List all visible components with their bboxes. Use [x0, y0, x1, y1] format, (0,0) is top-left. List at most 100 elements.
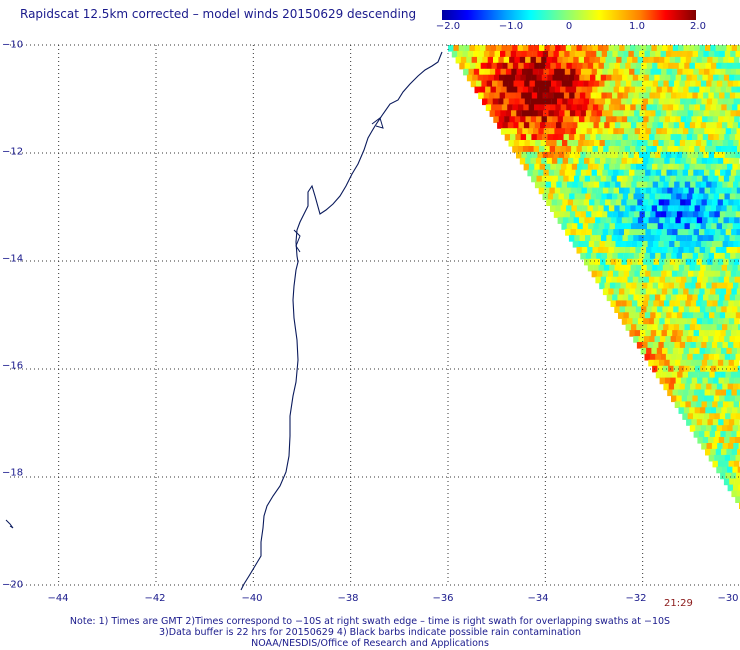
wind-diff-cell — [580, 110, 587, 117]
wind-diff-cell — [708, 151, 715, 159]
wind-diff-cell — [672, 146, 679, 153]
wind-diff-cell — [641, 62, 647, 70]
wind-diff-cell — [629, 68, 635, 76]
wind-diff-cell — [518, 80, 525, 88]
wind-diff-cell — [644, 353, 651, 361]
wind-diff-cell — [630, 306, 636, 313]
wind-diff-cell — [723, 175, 730, 183]
wind-diff-cell — [534, 62, 540, 70]
wind-diff-cell — [453, 45, 459, 52]
wind-diff-cell — [652, 80, 659, 88]
wind-diff-cell — [558, 134, 564, 141]
wind-diff-cell — [554, 86, 561, 94]
wind-diff-cell — [632, 318, 639, 325]
wind-diff-cell — [582, 104, 588, 111]
wind-diff-cell — [720, 288, 727, 296]
wind-diff-cell — [674, 282, 680, 290]
wind-diff-cell — [528, 104, 535, 111]
swath-time: 21:29 — [664, 598, 693, 609]
wind-diff-cell — [671, 92, 677, 100]
wind-diff-cell — [669, 300, 675, 307]
wind-diff-cell — [533, 128, 539, 135]
wind-diff-cell — [622, 294, 629, 302]
wind-diff-cell — [611, 175, 617, 183]
wind-diff-cell — [705, 448, 711, 456]
wind-diff-cell — [572, 140, 579, 147]
wind-diff-cell — [694, 104, 701, 111]
wind-diff-cell — [645, 169, 651, 177]
wind-diff-cell — [653, 98, 659, 106]
wind-diff-cell — [626, 157, 633, 165]
wind-diff-cell — [686, 377, 692, 385]
wind-diff-cell — [682, 270, 689, 278]
wind-diff-cell — [715, 45, 722, 52]
wind-diff-cell — [727, 484, 734, 492]
wind-diff-cell — [598, 264, 605, 272]
wind-diff-cell — [647, 282, 653, 290]
wind-diff-cell — [683, 205, 690, 212]
wind-diff-cell — [671, 68, 678, 76]
wind-diff-cell — [706, 342, 713, 349]
wind-diff-cell — [643, 276, 650, 284]
wind-diff-cell — [659, 359, 665, 367]
wind-diff-cell — [621, 157, 628, 165]
wind-diff-cell — [546, 199, 552, 206]
wind-diff-cell — [629, 330, 635, 337]
wind-diff-cell — [734, 217, 740, 224]
wind-diff-cell — [692, 235, 698, 242]
wind-diff-cell — [478, 50, 485, 58]
wind-diff-cell — [707, 74, 714, 82]
wind-diff-cell — [561, 163, 567, 171]
wind-diff-cell — [675, 258, 681, 266]
wind-diff-cell — [509, 56, 515, 64]
wind-diff-cell — [726, 205, 733, 212]
coastline — [240, 51, 443, 591]
wind-diff-cell — [606, 175, 612, 183]
wind-diff-cell — [733, 258, 740, 266]
wind-diff-cell — [531, 92, 538, 100]
wind-diff-cell — [712, 56, 719, 64]
wind-diff-cell — [504, 116, 510, 123]
wind-diff-cell — [737, 448, 740, 456]
wind-diff-cell — [722, 140, 729, 147]
wind-diff-cell — [591, 68, 598, 76]
wind-diff-cell — [641, 122, 648, 129]
wind-diff-cell — [594, 258, 601, 266]
wind-diff-cell — [649, 92, 656, 100]
wind-diff-cell — [579, 193, 586, 201]
wind-diff-cell — [731, 229, 737, 236]
wind-diff-cell — [684, 181, 691, 189]
note-line-1: Note: 1) Times are GMT 2)Times correspon… — [69, 616, 671, 627]
wind-diff-cell — [679, 80, 686, 88]
wind-diff-cell — [681, 377, 687, 385]
wind-diff-cell — [667, 45, 674, 52]
wind-diff-cell — [624, 45, 631, 52]
wind-diff-cell — [608, 205, 615, 212]
wind-diff-cell — [663, 324, 669, 331]
wind-diff-cell — [538, 86, 545, 94]
wind-diff-cell — [703, 353, 709, 361]
wind-diff-cell — [569, 193, 575, 201]
wind-diff-cell — [709, 413, 715, 420]
wind-diff-cell — [639, 68, 646, 76]
wind-diff-cell — [561, 122, 567, 129]
wind-diff-cell — [726, 45, 732, 52]
wind-diff-cell — [721, 448, 727, 456]
wind-diff-cell — [630, 247, 636, 254]
wind-diff-cell — [656, 347, 663, 355]
wind-diff-cell — [705, 104, 711, 111]
wind-diff-cell — [549, 128, 555, 135]
wind-diff-cell — [721, 407, 727, 414]
wind-diff-cell — [485, 104, 492, 111]
wind-diff-cell — [695, 425, 701, 432]
wind-diff-cell — [596, 252, 602, 260]
wind-diff-cell — [696, 359, 703, 367]
wind-diff-cell — [733, 460, 740, 468]
wind-diff-cell — [595, 116, 601, 123]
wind-diff-cell — [640, 247, 647, 254]
wind-diff-cell — [551, 80, 557, 88]
wind-diff-cell — [608, 86, 614, 94]
wind-diff-cell — [649, 235, 655, 242]
wind-diff-cell — [710, 104, 717, 111]
wind-diff-cell — [609, 223, 616, 230]
